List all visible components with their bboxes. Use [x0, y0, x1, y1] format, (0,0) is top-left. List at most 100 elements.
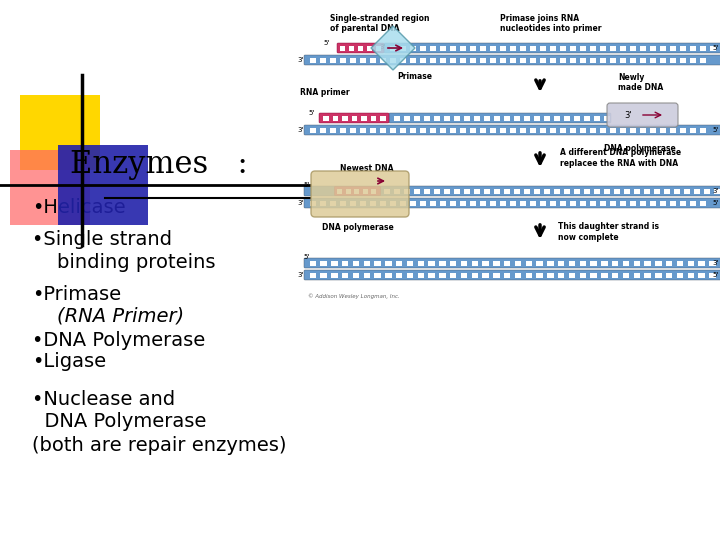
Text: •Nuclease and: •Nuclease and — [32, 390, 176, 409]
Bar — [459, 200, 466, 206]
Bar — [482, 273, 489, 278]
Bar — [469, 45, 475, 51]
Bar — [428, 260, 435, 266]
Bar — [340, 127, 346, 132]
Text: Newly
made DNA: Newly made DNA — [618, 72, 663, 92]
Bar — [459, 57, 466, 63]
Bar — [569, 260, 575, 266]
Bar — [513, 188, 520, 193]
Bar — [700, 200, 706, 206]
Bar — [634, 188, 639, 193]
Bar — [644, 260, 651, 266]
Bar — [580, 200, 585, 206]
Bar — [600, 45, 606, 51]
Bar — [510, 57, 516, 63]
FancyBboxPatch shape — [311, 171, 409, 217]
Bar — [390, 57, 395, 63]
Bar — [349, 45, 354, 51]
Bar — [439, 57, 446, 63]
Text: 3': 3' — [297, 57, 304, 63]
Text: Primase joins RNA
nucleotides into primer: Primase joins RNA nucleotides into prime… — [500, 14, 601, 33]
Bar — [480, 127, 485, 132]
Bar — [559, 200, 565, 206]
Bar — [359, 200, 366, 206]
Bar — [454, 188, 459, 193]
Bar — [570, 200, 575, 206]
Bar — [310, 200, 315, 206]
Bar — [604, 116, 610, 120]
Bar — [394, 188, 400, 193]
Bar — [610, 57, 616, 63]
Bar — [364, 273, 370, 278]
Bar — [619, 127, 626, 132]
Bar — [660, 127, 665, 132]
Bar — [603, 188, 610, 193]
Bar — [664, 188, 670, 193]
Bar — [520, 45, 526, 51]
Bar — [654, 188, 660, 193]
Text: © Addison Wesley Longman, Inc.: © Addison Wesley Longman, Inc. — [308, 293, 400, 299]
Bar — [523, 188, 529, 193]
Bar — [439, 260, 446, 266]
Bar — [404, 116, 410, 120]
Bar — [570, 127, 575, 132]
Bar — [670, 200, 675, 206]
Bar — [660, 200, 665, 206]
Bar — [400, 200, 405, 206]
Bar — [342, 116, 348, 120]
Text: •DNA Polymerase: •DNA Polymerase — [32, 330, 206, 350]
Bar — [536, 260, 543, 266]
Text: 3': 3' — [380, 44, 386, 50]
Bar — [439, 273, 446, 278]
Bar — [680, 127, 685, 132]
Bar — [544, 188, 549, 193]
Bar — [580, 273, 586, 278]
Bar — [610, 127, 616, 132]
Bar — [534, 188, 539, 193]
FancyBboxPatch shape — [319, 113, 389, 123]
FancyBboxPatch shape — [335, 186, 380, 195]
Bar — [390, 45, 395, 51]
Bar — [600, 57, 606, 63]
Text: 5': 5' — [713, 200, 719, 206]
Bar — [420, 200, 426, 206]
Bar — [670, 127, 675, 132]
Bar — [371, 188, 376, 193]
Bar — [385, 260, 392, 266]
Bar — [623, 260, 629, 266]
Bar — [544, 116, 550, 120]
Bar — [549, 57, 556, 63]
Text: 3': 3' — [297, 272, 304, 278]
Text: •Helicase: •Helicase — [32, 198, 126, 218]
Bar — [310, 273, 316, 278]
Bar — [459, 127, 466, 132]
Bar — [536, 273, 543, 278]
Bar — [58, 145, 148, 225]
Bar — [534, 116, 540, 120]
Bar — [584, 116, 590, 120]
Bar — [358, 45, 363, 51]
Bar — [472, 260, 478, 266]
Text: •Ligase: •Ligase — [32, 352, 107, 372]
Bar — [580, 127, 585, 132]
Bar — [331, 260, 338, 266]
Bar — [482, 260, 489, 266]
Bar — [580, 57, 585, 63]
Bar — [564, 188, 570, 193]
Text: 5': 5' — [304, 182, 310, 188]
Bar — [666, 273, 672, 278]
Bar — [384, 188, 390, 193]
Bar — [320, 260, 327, 266]
Bar — [670, 57, 675, 63]
Bar — [20, 95, 100, 170]
Bar — [634, 273, 640, 278]
Bar — [569, 273, 575, 278]
Bar — [700, 127, 706, 132]
Bar — [690, 127, 696, 132]
Bar — [570, 45, 575, 51]
Bar — [570, 57, 575, 63]
Bar — [359, 127, 366, 132]
Bar — [510, 200, 516, 206]
Bar — [554, 188, 559, 193]
Bar — [590, 200, 595, 206]
